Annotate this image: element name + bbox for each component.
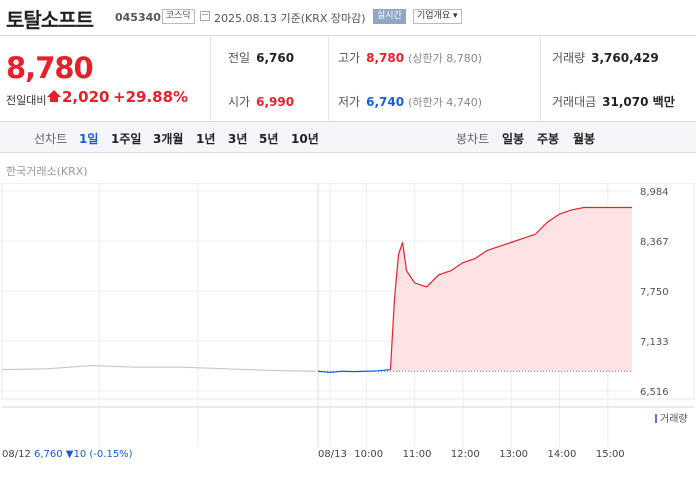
change-label: 전일대비 — [6, 94, 47, 107]
tab-1week[interactable]: 1주일 — [111, 132, 142, 146]
current-price: 8,780 — [6, 51, 94, 85]
stock-name: 토탈소프트 — [6, 8, 94, 32]
x-tick-label: 13:00 — [499, 449, 528, 460]
base-date: 2025.08.13 기준(KRX 장마감) — [214, 12, 366, 25]
prev-day-line — [1, 364, 317, 372]
prev-day-info: 6,760 ▼10 (-0.15%) — [34, 449, 133, 460]
trade-amount: 거래대금 31,070 백만 — [552, 95, 675, 109]
today-line-up — [389, 206, 632, 370]
gain-area — [390, 207, 632, 372]
y-tick-label: 6,516 — [640, 387, 669, 398]
x-tick-label: 15:00 — [596, 449, 625, 460]
calendar-icon — [200, 11, 210, 21]
x-tick-label: 08/12 — [2, 449, 31, 460]
tab-10year[interactable]: 10년 — [291, 132, 319, 146]
divider — [328, 36, 329, 122]
x-tick-label: 14:00 — [548, 449, 577, 460]
change-value: 2,020 — [62, 88, 110, 106]
company-overview-dropdown[interactable]: 기업개요 ▾ — [413, 9, 462, 24]
today-line-down — [317, 369, 391, 374]
change-percent: +29.88% — [113, 88, 189, 106]
tab-monthly-candle[interactable]: 월봉 — [573, 132, 596, 146]
realtime-button[interactable]: 실시간 — [373, 9, 406, 24]
tab-1year[interactable]: 1년 — [196, 132, 216, 146]
divider — [210, 36, 211, 122]
volume-legend-swatch — [655, 414, 657, 423]
tab-3month[interactable]: 3개월 — [153, 132, 184, 146]
volume: 거래량 3,760,429 — [552, 51, 659, 65]
stock-header: 토탈소프트 045340 코스닥 2025.08.13 기준(KRX 장마감) … — [0, 0, 696, 36]
stock-code: 045340 — [115, 11, 161, 24]
x-tick-label: 11:00 — [403, 449, 432, 460]
divider — [540, 36, 541, 122]
y-tick-label: 8,367 — [640, 237, 669, 248]
tab-1day[interactable]: 1일 — [79, 132, 99, 146]
volume-legend: 거래량 — [660, 413, 688, 425]
market-badge: 코스닥 — [162, 9, 195, 24]
candle-chart-label: 봉차트 — [456, 132, 490, 146]
open-price: 시가 6,990 — [228, 95, 295, 109]
prev-close: 전일 6,760 — [228, 51, 295, 65]
low-price: 저가 6,740 (하한가 4,740) — [338, 95, 482, 109]
tab-weekly-candle[interactable]: 주봉 — [537, 132, 560, 146]
price-summary: 8,780 전일대비 2,020 +29.88% 전일 6,760 고가 8,780… — [0, 36, 696, 122]
price-lines — [1, 206, 632, 374]
chart-labels: 8,984 8,367 7,750 7,133 6,516 거래량 08/12 08/13 10… — [2, 187, 688, 460]
tab-daily-candle[interactable]: 일봉 — [502, 132, 525, 146]
y-tick-label: 7,750 — [640, 287, 669, 298]
line-chart-label: 선차트 — [34, 132, 68, 146]
x-tick-label: 10:00 — [354, 449, 383, 460]
tab-5year[interactable]: 5년 — [259, 132, 279, 146]
x-tick-label: 12:00 — [451, 449, 480, 460]
y-tick-label: 7,133 — [640, 337, 669, 348]
x-tick-label: 08/13 — [318, 449, 347, 460]
data-source: 한국거래소(KRX) — [6, 165, 88, 178]
price-chart[interactable]: 8,984 8,367 7,750 7,133 6,516 거래량 08/12 08/13 10… — [0, 183, 696, 483]
y-tick-label: 8,984 — [640, 187, 669, 198]
high-price: 고가 8,780 (상한가 8,780) — [338, 51, 482, 65]
up-arrow-icon — [47, 90, 61, 102]
tab-3year[interactable]: 3년 — [228, 132, 248, 146]
period-bar: 선차트 1일 1주일 3개월 1년 3년 5년 10년 봉차트 일봉 주봉 월봉 — [0, 122, 696, 153]
